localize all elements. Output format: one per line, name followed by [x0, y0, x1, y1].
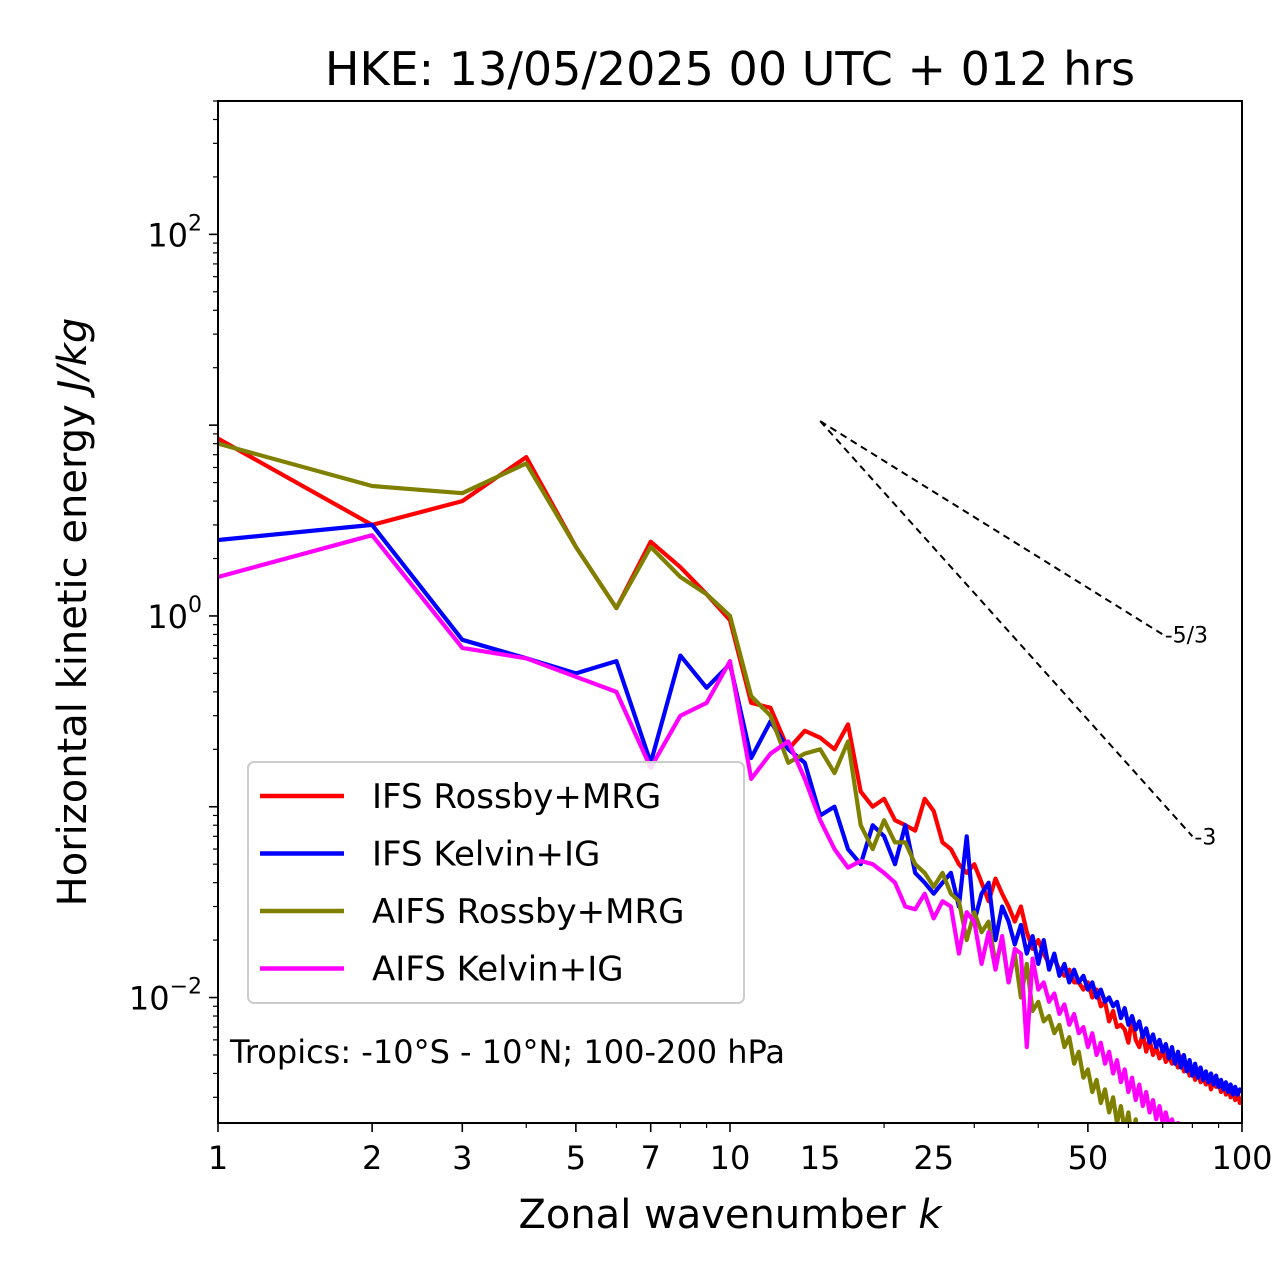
- plot-frame: [217, 100, 1243, 1124]
- x-tick-label: 15: [800, 1139, 841, 1177]
- y-axis-label-unit: J/kg: [50, 318, 96, 399]
- axis-ticks: 1 2 3 5 7 10 15 25 50 100 102 100 10−2: [129, 100, 1273, 1177]
- y-tick-label: 10−2: [129, 975, 202, 1018]
- x-tick-label: 2: [362, 1139, 382, 1177]
- reference-slope-line: [819, 420, 1194, 837]
- legend-label: AIFS Kelvin+IG: [372, 950, 624, 990]
- reference-slope-labels: -5/3 -3: [1165, 623, 1217, 850]
- y-axis-label: Horizontal kinetic energy J/kg: [50, 318, 96, 907]
- x-tick-label: 50: [1068, 1139, 1109, 1177]
- reference-slope-label: -3: [1194, 825, 1216, 850]
- y-tick-label: 102: [147, 211, 202, 254]
- series-line-1: [218, 522, 1242, 1097]
- legend-box: [247, 761, 745, 1004]
- svg-text:Horizontal kinetic energy J/kg: Horizontal kinetic energy J/kg: [50, 318, 96, 907]
- x-tick-label: 1: [208, 1139, 228, 1177]
- x-tick-label: 3: [452, 1139, 472, 1177]
- x-axis-label: Zonal wavenumber k: [518, 1192, 943, 1238]
- reference-slope-line: [819, 420, 1164, 636]
- reference-slopes: [819, 420, 1194, 837]
- x-tick-label: 7: [641, 1139, 661, 1177]
- chart-title: HKE: 13/05/2025 00 UTC + 012 hrs: [325, 42, 1135, 96]
- region-annotation: Tropics: -10°S - 10°N; 100-200 hPa: [229, 1033, 785, 1071]
- y-tick-label: 100: [147, 593, 202, 636]
- legend-label: IFS Kelvin+IG: [372, 835, 600, 875]
- y-axis-label-text: Horizontal kinetic energy: [50, 392, 96, 907]
- series-line-2: [218, 441, 1139, 1123]
- x-tick-label: 100: [1211, 1139, 1272, 1177]
- x-tick-label: 10: [710, 1139, 751, 1177]
- reference-slope-label: -5/3: [1165, 623, 1208, 648]
- x-axis-label-var: k: [918, 1192, 943, 1238]
- x-axis-label-text: Zonal wavenumber: [518, 1192, 918, 1238]
- series-line-3: [218, 533, 1181, 1123]
- x-tick-label: 5: [566, 1139, 586, 1177]
- legend-label: IFS Rossby+MRG: [372, 777, 661, 817]
- legend: IFS Rossby+MRG IFS Kelvin+IG AIFS Rossby+M…: [247, 761, 745, 1004]
- series-lines: [218, 436, 1242, 1123]
- x-tick-label: 25: [913, 1139, 954, 1177]
- legend-label: AIFS Rossby+MRG: [372, 892, 684, 932]
